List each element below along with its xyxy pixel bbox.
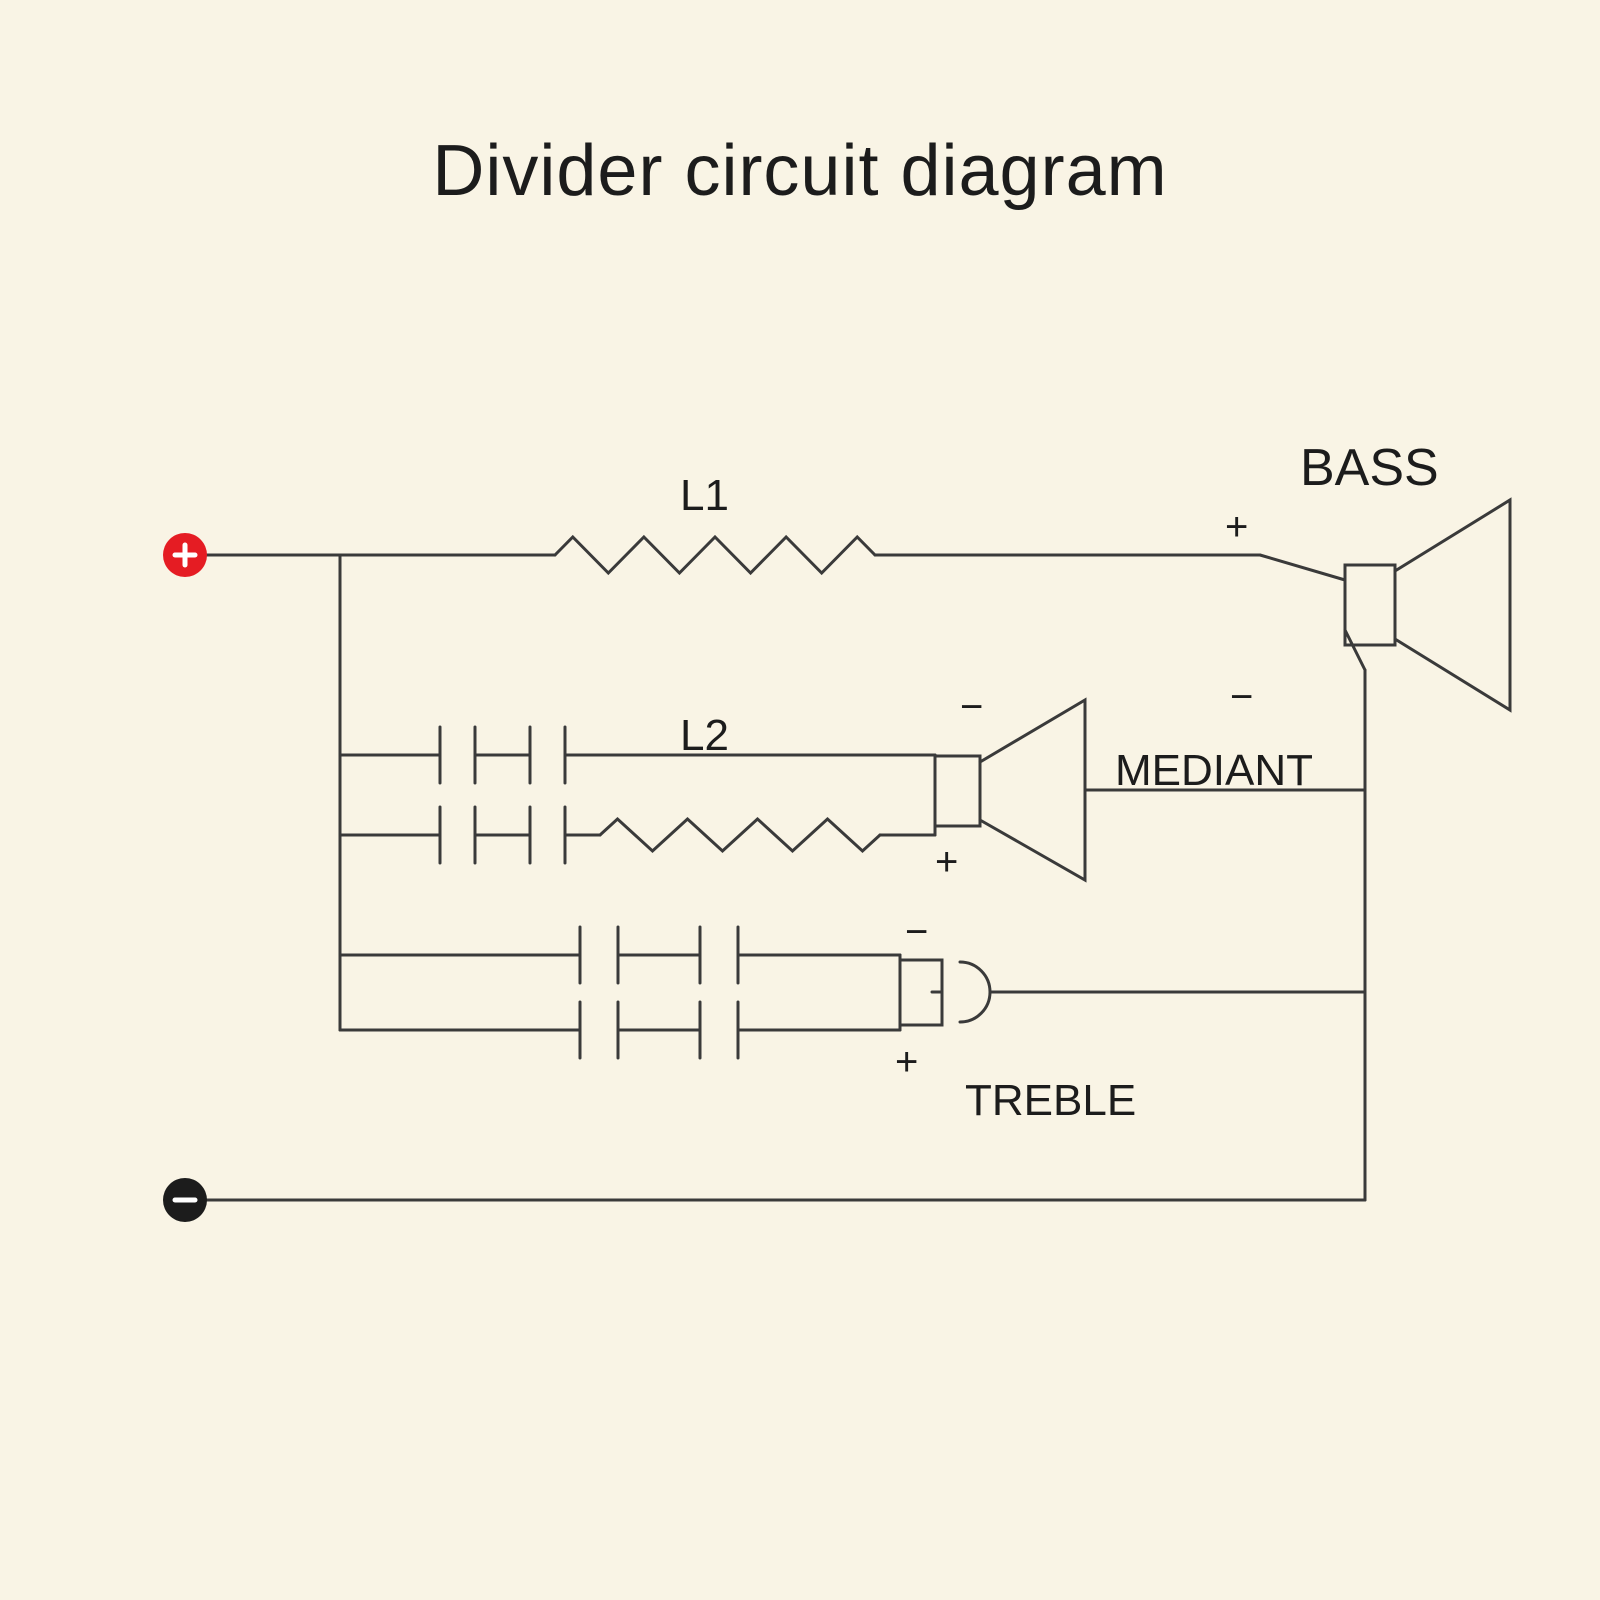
- label-mediant: MEDIANT: [1115, 746, 1313, 795]
- label-treble: TREBLE: [965, 1076, 1136, 1125]
- label-l2: L2: [680, 711, 729, 760]
- labels-layer: L1L2BASSMEDIANTTREBLE+−+−+−: [680, 439, 1439, 1125]
- capacitors-layer: [440, 727, 738, 1058]
- label-bass_plus: +: [1225, 505, 1248, 549]
- terminals-layer: [163, 533, 207, 1222]
- circuit-diagram: L1L2BASSMEDIANTTREBLE+−+−+−: [0, 0, 1600, 1600]
- inductors-layer: [555, 537, 880, 851]
- inductor-l2: [600, 819, 880, 851]
- label-treble_minus: −: [905, 910, 928, 954]
- label-bass_minus: −: [1230, 675, 1253, 719]
- label-treble_plus: +: [895, 1040, 918, 1084]
- inductor-l1: [555, 537, 875, 573]
- wires-layer: [205, 555, 1365, 1200]
- label-med_minus: −: [960, 685, 983, 729]
- label-med_plus: +: [935, 840, 958, 884]
- label-l1: L1: [680, 471, 729, 520]
- label-bass: BASS: [1300, 439, 1439, 497]
